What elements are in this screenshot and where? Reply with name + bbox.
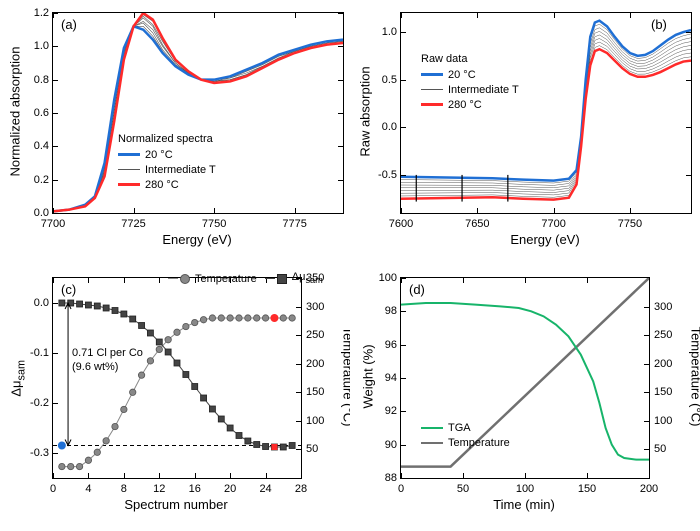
legend-d: TGATemperature: [421, 420, 510, 450]
legend-b-title: Raw data: [421, 53, 519, 65]
figure: (a) Normalized spectra 20 °CIntermediate…: [0, 0, 700, 531]
panel-b: (b) Raw data 20 °CIntermediate T280 °C 7…: [350, 0, 700, 265]
legend-c: TemperatureΔμsam: [168, 271, 323, 286]
panel-a: (a) Normalized spectra 20 °CIntermediate…: [0, 0, 350, 265]
plot-area-b: (b) Raw data 20 °CIntermediate T280 °C 7…: [400, 12, 692, 214]
xlabel-b: Energy (eV): [400, 232, 690, 247]
plot-area-a: (a) Normalized spectra 20 °CIntermediate…: [52, 12, 344, 214]
ylabel-a: Normalized absorption: [8, 42, 23, 182]
panel-c: (c) 0481216202428-0.3-0.2-0.10.050100150…: [0, 265, 350, 530]
panel-letter-c: (c): [61, 282, 76, 297]
panel-d: (d) TGATemperature 050100150200889092949…: [350, 265, 700, 530]
ylabel-d-right: Temperature (°C): [689, 317, 700, 437]
panel-letter-d: (d): [409, 282, 425, 297]
chart-b-svg: [401, 13, 691, 213]
annotation-c: 0.71 Cl per Co(9.6 wt%): [72, 347, 143, 375]
plot-area-d: (d) TGATemperature 050100150200889092949…: [400, 277, 650, 479]
legend-a: Normalized spectra 20 °CIntermediate T28…: [118, 133, 216, 192]
panel-letter-b: (b): [651, 17, 667, 32]
legend-a-title: Normalized spectra: [118, 133, 216, 145]
ylabel-b: Raw absorption: [358, 52, 373, 172]
ylabel-d-left: Weight (%): [361, 332, 376, 422]
plot-area-c: (c) 0481216202428-0.3-0.2-0.10.050100150…: [52, 277, 302, 479]
xlabel-c: Spectrum number: [52, 497, 300, 512]
legend-b: Raw data 20 °CIntermediate T280 °C: [421, 53, 519, 112]
panel-letter-a: (a): [61, 17, 77, 32]
ylabel-c-left: Δμsam: [9, 328, 28, 428]
xlabel-a: Energy (eV): [52, 232, 342, 247]
chart-c-svg: [53, 278, 301, 478]
xlabel-d: Time (min): [400, 497, 648, 512]
